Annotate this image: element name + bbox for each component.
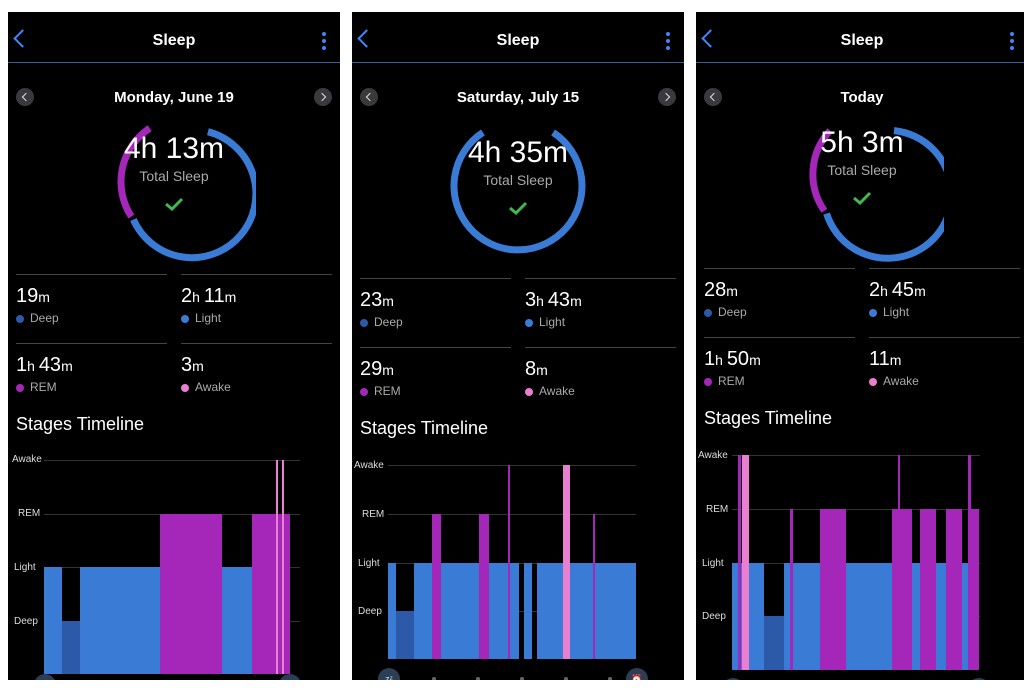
stages-timeline-chart: Awake REM Light Deep zᶻ ⏰ [696,448,1024,680]
next-day-button[interactable] [658,88,676,106]
stages-timeline-chart: Awake REM Light Deep zᶻ ⏰ [352,458,684,680]
level-label-deep: Deep [702,611,726,622]
date-label: Saturday, July 15 [456,89,580,106]
stages-timeline-title: Stages Timeline [16,414,145,434]
stat-rem: 29m REM [360,347,511,414]
total-sleep-value: 5h 3m [820,126,904,159]
stat-deep: 23m Deep [360,278,511,345]
check-icon [165,197,184,211]
header: Sleep [8,12,340,63]
stat-rem: 1h 43m REM [16,343,167,410]
header-title: Sleep [496,32,540,49]
date-label: Today [840,89,884,106]
sleep-ring [450,129,586,254]
stat-light: 3h 43m Light [525,278,676,345]
alarm-clock-icon: ⏰ [626,668,648,680]
level-label-light: Light [14,562,36,573]
stages-timeline-title: Stages Timeline [704,408,833,428]
check-icon [853,191,872,205]
awake-dot-icon [181,383,189,392]
total-sleep-value: 4h 13m [123,132,225,165]
previous-day-button[interactable] [704,88,722,106]
deep-dot-icon [360,318,368,327]
light-dot-icon [181,314,189,323]
stat-awake: 11m Awake [869,337,1020,404]
previous-day-button[interactable] [16,88,34,106]
level-label-awake: Awake [12,454,42,465]
level-label-rem: REM [362,509,385,520]
next-day-button[interactable] [314,88,332,106]
awake-dot-icon [525,387,533,396]
header: Sleep [352,12,684,63]
deep-dot-icon [16,314,24,323]
level-label-rem: REM [706,504,729,515]
total-sleep-value: 4h 35m [467,136,569,169]
level-label-awake: Awake [698,450,728,461]
rem-dot-icon [360,387,368,396]
header-title: Sleep [152,32,196,49]
total-sleep-label: Total Sleep [139,168,209,184]
deep-dot-icon [704,308,712,317]
level-label-light: Light [358,558,380,569]
stat-deep: 19m Deep [16,274,167,341]
awake-dot-icon [869,377,877,386]
stat-rem: 1h 50m REM [704,337,855,404]
zzz-icon: zᶻ [34,674,56,680]
light-dot-icon [525,318,533,327]
stat-light: 2h 45m Light [869,268,1020,335]
more-menu-icon[interactable] [1010,32,1014,52]
level-label-deep: Deep [14,616,38,627]
level-label-rem: REM [18,508,41,519]
zzz-icon: zᶻ [378,668,400,680]
total-sleep-label: Total Sleep [483,172,553,188]
sleep-ring [117,125,256,262]
level-label-deep: Deep [358,606,382,617]
header-title: Sleep [840,32,884,49]
stages-timeline-title: Stages Timeline [360,418,489,438]
more-menu-icon[interactable] [322,32,326,52]
stages-timeline-chart: Awake REM Light Deep zᶻ ⏰ [8,452,340,680]
header: Sleep [696,12,1024,63]
level-label-awake: Awake [354,460,384,471]
alarm-clock-icon: ⏰ [968,678,990,680]
date-label: Monday, June 19 [114,89,234,106]
total-sleep-label: Total Sleep [827,162,897,178]
rem-dot-icon [704,377,712,386]
previous-day-button[interactable] [360,88,378,106]
more-menu-icon[interactable] [666,32,670,52]
check-icon [509,201,528,215]
zzz-icon: zᶻ [722,678,744,680]
sleep-panel-2: Sleep Saturday, July 15 4h 35m Total Sle… [352,12,684,680]
level-label-light: Light [702,558,724,569]
stat-deep: 28m Deep [704,268,855,335]
stat-awake: 3m Awake [181,343,332,410]
light-dot-icon [869,308,877,317]
stat-light: 2h 11m Light [181,274,332,341]
stat-awake: 8m Awake [525,347,676,414]
sleep-panel-3: Sleep Today 5h 3m Total Sleep 28m Deep 2… [696,12,1024,680]
rem-dot-icon [16,383,24,392]
alarm-clock-icon: ⏰ [279,674,301,680]
sleep-panel-1: Sleep Monday, June 19 4h 13m Total Sleep… [8,12,340,680]
sleep-ring [809,127,944,262]
